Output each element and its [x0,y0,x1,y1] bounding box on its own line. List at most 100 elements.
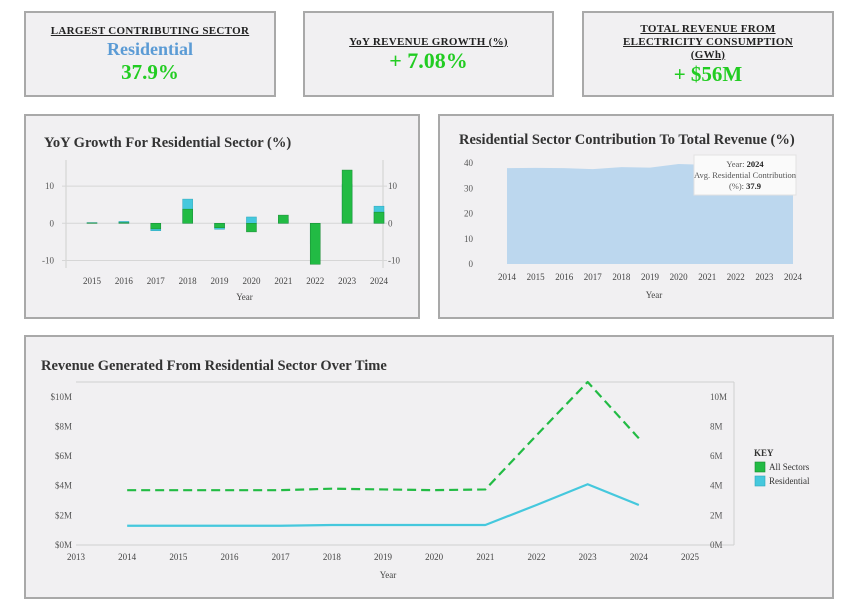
x-tick-label: 2014 [118,552,136,562]
kpi-title: YoY REVENUE GROWTH (%) [349,35,508,48]
y-tick-label: 40 [464,158,474,168]
kpi-value: + $56M [673,61,743,86]
kpi-title-line2: ELECTRICITY CONSUMPTION [623,35,793,48]
legend-swatch [754,475,766,487]
kpi-value: + 7.08% [389,47,468,73]
y-tick-label: 10 [45,181,55,191]
x-tick-label: 2013 [67,552,86,562]
bar-all-sectors [214,223,225,229]
y-tick-label-left: $2M [55,510,72,520]
x-tick-label: 2017 [147,276,166,286]
chart-title: Residential Sector Contribution To Total… [459,132,795,148]
x-tick-label: 2022 [528,552,546,562]
kpi-title-line3: (GWh) [690,48,726,61]
x-tick-label: 2020 [425,552,444,562]
x-axis-label: Year [380,570,397,580]
y-tick-label-right: 10M [710,392,727,402]
tooltip-metric-label: Avg. Residential Contribution [694,170,797,180]
legend-label: Residential [769,476,810,486]
x-tick-label: 2021 [476,552,494,562]
x-tick-label: 2014 [498,272,517,282]
x-tick-label: 2019 [374,552,393,562]
x-tick-label: 2018 [323,552,342,562]
y-tick-label-right: 4M [710,481,723,491]
kpi-sector-name: Residential [106,38,193,59]
kpi-card-yoy-growth: YoY REVENUE GROWTH (%) + 7.08% [303,11,554,97]
legend-title: KEY [754,448,774,458]
kpi-card-total-revenue: TOTAL REVENUE FROM ELECTRICITY CONSUMPTI… [582,11,834,97]
x-tick-label: 2017 [272,552,291,562]
contribution-chart-card: Residential Sector Contribution To Total… [438,114,834,319]
tooltip-metric-label-2: (%): [729,181,746,191]
x-tick-label: 2019 [211,276,230,286]
x-tick-label: 2016 [115,276,134,286]
y-tick-label-right: 0 [388,218,393,228]
line-series-all-sectors [127,380,640,492]
x-tick-label: 2023 [579,552,598,562]
y-tick-label-right: 8M [710,421,723,431]
tooltip-year-value: 2024 [747,159,765,169]
x-axis-label: Year [236,292,253,302]
x-tick-label: 2021 [698,272,716,282]
revenue-over-time-chart-card: Revenue Generated From Residential Secto… [24,335,834,599]
x-tick-label: 2021 [274,276,292,286]
y-tick-label: 30 [464,183,474,193]
y-tick-label: 0 [469,259,474,269]
x-tick-label: 2022 [727,272,745,282]
kpi-card-largest-sector: LARGEST CONTRIBUTING SECTOR Residential … [24,11,276,97]
x-tick-label: 2023 [338,276,357,286]
x-tick-label: 2024 [370,276,389,286]
x-tick-label: 2023 [755,272,774,282]
yoy-growth-bar-chart: -10 -10 0 0 10 10 2015 2016 2017 2018 2019 2020 2021… [42,160,400,302]
bar-all-sectors [118,222,130,224]
bar-all-sectors [373,211,385,224]
bar-all-sectors [341,169,353,224]
x-axis-label: Year [646,290,663,300]
plot-area [76,380,690,545]
y-tick-label-right: -10 [388,256,400,266]
y-tick-label: 0 [50,218,55,228]
legend-swatch [754,461,766,473]
yoy-growth-chart-card: YoY Growth For Residential Sector (%) -1… [24,114,420,319]
x-tick-label: 2024 [630,552,649,562]
line-series-residential [127,483,640,527]
bar-all-sectors [150,223,162,230]
y-tick-label-left: $0M [55,540,72,550]
tooltip-year-label: Year: [726,159,746,169]
y-tick-label-right: 10 [388,181,398,191]
x-tick-label: 2019 [641,272,660,282]
kpi-title: LARGEST CONTRIBUTING SECTOR [50,24,250,37]
y-tick-label-right: 0M [710,540,723,550]
y-tick-label-left: $6M [55,451,72,461]
y-tick-label-right: 2M [710,510,723,520]
y-tick-label-left: $4M [55,481,72,491]
chart-title: YoY Growth For Residential Sector (%) [44,135,292,151]
y-tick-label: 20 [464,209,474,219]
x-tick-label: 2022 [306,276,324,286]
x-tick-label: 2018 [179,276,198,286]
x-tick-label: 2015 [83,276,102,286]
x-tick-label: 2024 [784,272,803,282]
x-tick-label: 2017 [584,272,603,282]
bar-all-sectors [278,214,289,224]
revenue-line-chart: $0M $2M $4M $6M $8M $10M 0M 2M 4M 6M 8M 10M 2013 2014… [50,380,810,580]
tooltip-box [693,154,797,196]
legend-label: All Sectors [769,462,810,472]
y-tick-label: 10 [464,234,474,244]
x-tick-label: 2015 [527,272,546,282]
y-tick-label-left: $8M [55,421,72,431]
y-tick-label: -10 [42,256,54,266]
x-tick-label: 2015 [169,552,188,562]
contribution-area-chart: 0 10 20 30 40 2014 2015 2016 2017 2018 2019 2020 202… [464,154,803,300]
x-tick-label: 2016 [221,552,240,562]
y-tick-label-right: 6M [710,451,723,461]
chart-title: Revenue Generated From Residential Secto… [41,358,387,374]
x-tick-label: 2020 [670,272,689,282]
tooltip-year: Year: 2024 [726,159,764,169]
tooltip-metric-value: 37.9 [746,181,761,191]
bar-all-sectors [246,223,257,233]
y-tick-label-left: $10M [50,392,72,402]
bar-residential [246,216,257,224]
kpi-value: 37.9% [121,59,179,84]
